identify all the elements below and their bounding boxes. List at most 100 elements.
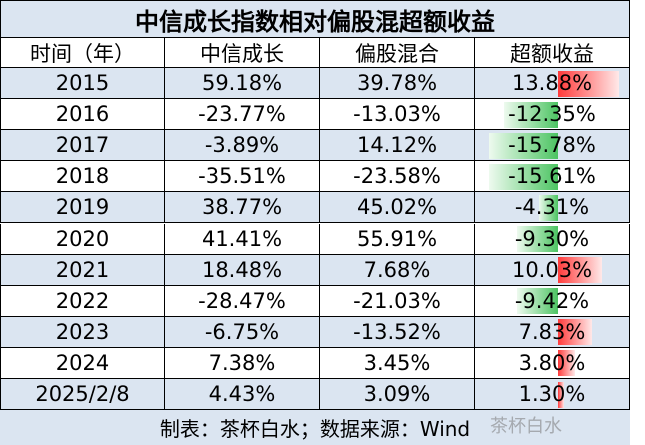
cell-text: -12.35% [508,102,596,127]
data-cell: -15.61% [475,161,630,193]
data-cell: 2016 [0,99,165,131]
cell-text: 2021 [55,257,110,282]
cell-bg [475,316,630,348]
cell-text: 14.12% [356,133,438,158]
cell-text: 10.03% [511,257,593,282]
data-cell: -23.77% [165,99,320,131]
data-cell: 3.09% [320,379,475,411]
data-cell: 4.43% [165,379,320,411]
data-bar [489,163,558,190]
cell-text: 时间（年） [30,41,135,66]
watermark: 茶杯白水 [490,416,562,437]
header-cell: 超额收益 [475,38,630,68]
data-bar [558,350,575,377]
data-cell: 14.12% [320,130,475,162]
cell-text: 2023 [55,319,110,344]
data-bar [516,288,558,315]
cell-text: 2015 [55,71,110,96]
cell-text: -28.47% [198,288,286,313]
cell-text: 1.30% [518,382,586,407]
cell-text: -13.52% [353,319,441,344]
cell-text: 7.83% [518,319,586,344]
header-cell: 时间（年） [0,38,165,68]
cell-text: -4.31% [514,195,590,220]
cell-text: -15.61% [508,164,596,189]
data-bar [558,70,620,97]
data-cell: 18.48% [165,254,320,286]
data-cell: 1.30% [475,379,630,411]
cell-text: -13.03% [353,102,441,127]
data-cell: 2021 [0,254,165,286]
cell-text: 41.41% [201,226,283,251]
cell-text: 2016 [55,102,110,127]
data-cell: -13.52% [320,316,475,348]
data-cell: 2018 [0,161,165,193]
cell-text: 59.18% [201,71,283,96]
footer: 制表：茶杯白水；数据来源：Wind [0,410,630,445]
data-cell: 13.88% [475,68,630,100]
data-cell: 55.91% [320,223,475,255]
data-cell: 10.03% [475,254,630,286]
data-cell: 2022 [0,285,165,317]
data-cell: 2020 [0,223,165,255]
cell-text: 7.68% [363,257,431,282]
data-cell: -3.89% [165,130,320,162]
cell-text: 2022 [55,288,110,313]
header-cell: 中信成长 [165,38,320,68]
data-cell: 2025/2/8 [0,379,165,411]
data-cell: 7.38% [165,347,320,379]
cell-text: 4.43% [208,382,276,407]
data-cell: 3.80% [475,347,630,379]
data-cell: -6.75% [165,316,320,348]
cell-bg [475,347,630,379]
cell-text: 38.77% [201,195,283,220]
cell-text: 3.80% [518,350,586,375]
data-cell: -12.35% [475,99,630,131]
cell-text: -9.30% [514,226,590,251]
cell-bg [475,254,630,286]
cell-text: -3.89% [204,133,280,158]
data-cell: -35.51% [165,161,320,193]
data-cell: 38.77% [165,192,320,224]
data-cell: 41.41% [165,223,320,255]
data-cell: -15.78% [475,130,630,162]
data-cell: -28.47% [165,285,320,317]
cell-text: 18.48% [201,257,283,282]
data-cell: 2019 [0,192,165,224]
header-cell: 偏股混合 [320,38,475,68]
data-cell: 7.68% [320,254,475,286]
cell-bg [475,379,630,411]
data-cell: 2017 [0,130,165,162]
cell-text: 2025/2/8 [35,382,130,407]
data-bar [488,132,558,159]
data-bar [558,257,603,284]
cell-text: 中信成长 [200,41,284,66]
data-cell: -4.31% [475,192,630,224]
cell-text: 7.38% [208,350,276,375]
data-cell: 3.45% [320,347,475,379]
cell-text: 超额收益 [510,41,594,66]
cell-text: 偏股混合 [355,41,439,66]
cell-text: 2019 [55,195,110,220]
table-title: 中信成长指数相对偏股混超额收益 [0,0,630,38]
cell-text: 55.91% [356,226,438,251]
data-cell: 59.18% [165,68,320,100]
cell-text: -6.75% [204,319,280,344]
data-cell: -13.03% [320,99,475,131]
cell-text: 39.78% [356,71,438,96]
cell-text: 2020 [55,226,110,251]
data-bar [503,101,558,128]
cell-text: 2018 [55,164,110,189]
cell-text: 3.45% [363,350,431,375]
data-cell: -9.42% [475,285,630,317]
data-cell: 39.78% [320,68,475,100]
data-bar [517,226,558,253]
data-cell: 7.83% [475,316,630,348]
data-cell: 2023 [0,316,165,348]
cell-text: -35.51% [198,164,286,189]
cell-text: 3.09% [363,382,431,407]
data-cell: -23.58% [320,161,475,193]
data-cell: 2024 [0,347,165,379]
cell-text: -21.03% [353,288,441,313]
